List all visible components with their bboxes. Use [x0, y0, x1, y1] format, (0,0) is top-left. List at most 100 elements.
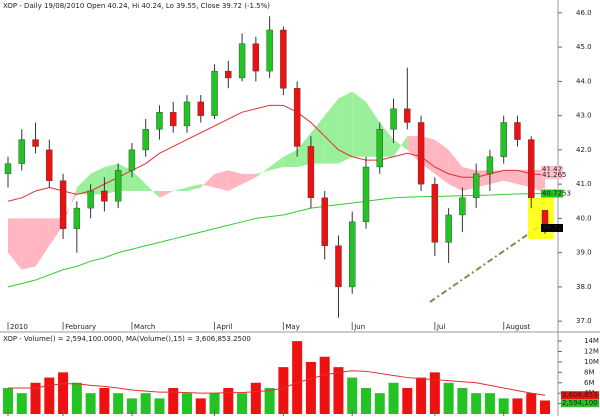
cloud-segment — [131, 170, 146, 191]
volume-ma-line — [8, 370, 546, 396]
y-tick-label: 43.0 — [576, 112, 592, 120]
volume-bar — [292, 341, 303, 414]
candle-body — [362, 166, 370, 223]
cloud-segment — [352, 91, 366, 157]
candle-body — [390, 108, 397, 130]
candle-body — [73, 207, 81, 229]
y-tick-label: 37.0 — [576, 317, 592, 325]
volume-bar — [305, 361, 316, 414]
x-tick-label: 2010 — [10, 323, 28, 331]
candle-body — [514, 122, 521, 140]
price-label-box — [541, 165, 563, 174]
x-tick-label: February — [65, 323, 96, 331]
cloud-segment — [338, 91, 353, 164]
price-label: 41.265 — [542, 171, 567, 179]
candle-body — [225, 70, 232, 79]
candle-body — [114, 170, 122, 202]
volume-bar — [182, 393, 192, 414]
candle-body — [18, 139, 25, 164]
cloud-segment — [76, 173, 91, 195]
volume-bar — [237, 393, 248, 414]
volume-bar — [30, 382, 41, 414]
candle-body — [170, 111, 177, 127]
volume-bar — [168, 387, 179, 414]
volume-bar — [388, 382, 399, 414]
moving-average-line — [7, 104, 546, 202]
candle-body — [142, 129, 149, 151]
x-tick-label: August — [506, 323, 531, 331]
volume-bar — [16, 393, 27, 414]
cloud-segment — [269, 156, 284, 171]
candle-body — [128, 149, 136, 171]
volume-bar — [278, 367, 289, 414]
volume-bar — [540, 400, 550, 414]
candle-body — [349, 221, 356, 288]
candle-body — [4, 163, 12, 175]
cloud-segment — [297, 132, 311, 167]
candle-body — [59, 180, 67, 229]
y-tick-label: 44.0 — [576, 77, 592, 85]
volume-bar — [319, 356, 330, 414]
cloud-segment — [255, 167, 270, 178]
cloud-segment — [187, 184, 201, 191]
chart-title: XOP - Daily 19/08/2010 Open 40.24, Hi 40… — [3, 2, 270, 10]
volume-bar — [484, 393, 495, 414]
y-tick-label: 8M — [584, 368, 595, 376]
candle-body — [472, 173, 480, 199]
volume-bar — [416, 377, 427, 414]
x-tick-label: Jul — [436, 323, 446, 331]
cloud-segment — [214, 170, 229, 191]
price-label: 41.42 — [542, 166, 562, 174]
y-tick-label: 42.0 — [576, 146, 592, 154]
volume-bar — [498, 398, 509, 414]
cloud-segment — [242, 173, 256, 185]
candle-body — [293, 88, 301, 147]
volume-label: 2,594,100 — [562, 399, 598, 407]
volume-bar — [209, 393, 220, 414]
y-tick-label: 39.0 — [576, 249, 592, 257]
volume-label-box — [561, 391, 599, 400]
cloud-segment — [173, 187, 187, 191]
cloud-segment — [489, 170, 504, 185]
candle-body — [252, 43, 260, 72]
y-tick-label: 46.0 — [576, 9, 592, 17]
y-tick-label: 45.0 — [576, 43, 592, 51]
x-tick-label: March — [134, 323, 155, 331]
price-label-box — [541, 189, 563, 198]
volume-bar — [195, 398, 206, 414]
volume-bar — [264, 387, 275, 414]
candle-body — [266, 29, 273, 72]
candle-body — [211, 70, 218, 116]
cloud-segment — [228, 170, 243, 191]
cloud-segment — [118, 163, 132, 191]
candle-body — [87, 190, 94, 209]
cloud-segment — [310, 115, 325, 164]
y-tick-label: 40.0 — [576, 214, 592, 222]
candle-body — [197, 101, 204, 116]
cloud-segment — [503, 169, 518, 185]
volume-bar — [512, 398, 523, 414]
y-tick-label: 14M — [584, 337, 599, 345]
volume-bar — [361, 387, 371, 414]
cloud-segment — [49, 218, 64, 246]
volume-bar — [71, 382, 82, 414]
volume-bar — [99, 387, 110, 414]
cloud-segment — [90, 167, 105, 195]
volume-bar — [374, 393, 385, 414]
cloud-segment — [407, 136, 422, 164]
cloud-segment — [462, 167, 477, 191]
cloud-segment — [200, 173, 215, 188]
candle-body — [431, 183, 439, 243]
volume-bar — [457, 387, 468, 414]
y-tick-label: 10M — [584, 358, 599, 366]
x-tick-label: May — [285, 323, 299, 331]
volume-label-box — [561, 399, 599, 408]
volume-bar — [333, 367, 344, 414]
cloud-segment — [448, 149, 463, 191]
cloud-segment — [35, 218, 50, 267]
cloud-segment — [379, 122, 394, 157]
trend-line — [429, 225, 541, 303]
volume-bar — [402, 387, 413, 414]
cloud-segment — [63, 187, 77, 226]
